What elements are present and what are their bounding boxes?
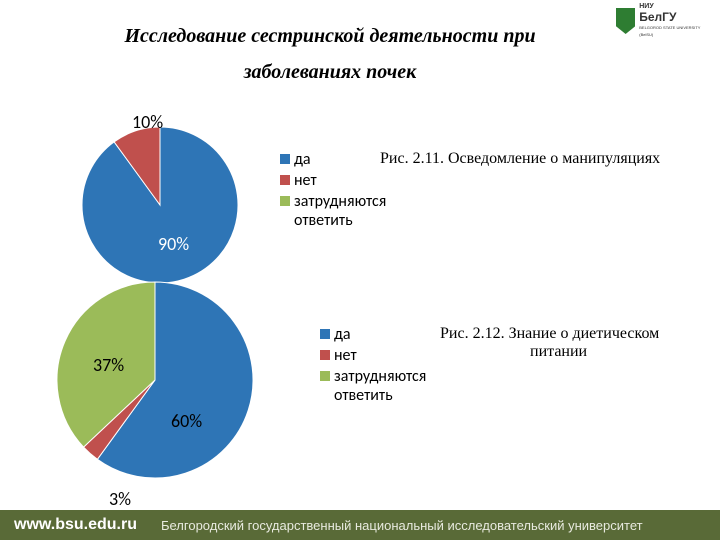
footer-bar: www.bsu.edu.ru Белгородский государствен… [0, 510, 720, 540]
legend-item: затрудняются ответить [280, 192, 404, 230]
pie-slice-percent: 60% [171, 410, 202, 432]
university-logo: НИУ БелГУ BELGOROD STATE UNIVERSITY (Bel… [616, 6, 706, 36]
legend-swatch [320, 350, 330, 360]
pie-slice-percent: 37% [93, 354, 124, 376]
legend-swatch [280, 175, 290, 185]
chart-2-legend: да нет затрудняются ответить [320, 325, 444, 407]
legend-label: да [294, 150, 311, 169]
chart-1-caption: Рис. 2.11. Осведомление о манипуляциях [380, 150, 660, 168]
legend-swatch [320, 371, 330, 381]
legend-swatch [280, 196, 290, 206]
legend-item: нет [320, 346, 444, 365]
slide: Исследование сестринской деятельности пр… [0, 0, 720, 540]
legend-label: затрудняются ответить [334, 367, 444, 405]
legend-item: да [320, 325, 444, 344]
legend-swatch [280, 154, 290, 164]
legend-label: нет [294, 171, 317, 190]
pie-slice-percent: 3% [109, 488, 131, 510]
legend-label: да [334, 325, 351, 344]
pie-slice-percent: 90% [158, 233, 189, 255]
chart-1-pie [80, 125, 240, 290]
legend-label: затрудняются ответить [294, 192, 404, 230]
shield-icon [616, 8, 635, 34]
page-title: Исследование сестринской деятельности пр… [100, 18, 560, 90]
chart-2-pie [55, 280, 255, 485]
legend-swatch [320, 329, 330, 339]
legend-item: затрудняются ответить [320, 367, 444, 405]
pie-slice-percent: 10% [132, 111, 163, 133]
footer-url: www.bsu.edu.ru [0, 516, 161, 534]
legend-item: нет [280, 171, 404, 190]
chart-2-caption: Рис. 2.12. Знание о диетическомпитании [440, 325, 680, 361]
logo-text: НИУ БелГУ BELGOROD STATE UNIVERSITY (Bel… [639, 3, 706, 39]
legend-label: нет [334, 346, 357, 365]
footer-university: Белгородский государственный национальны… [161, 518, 643, 533]
